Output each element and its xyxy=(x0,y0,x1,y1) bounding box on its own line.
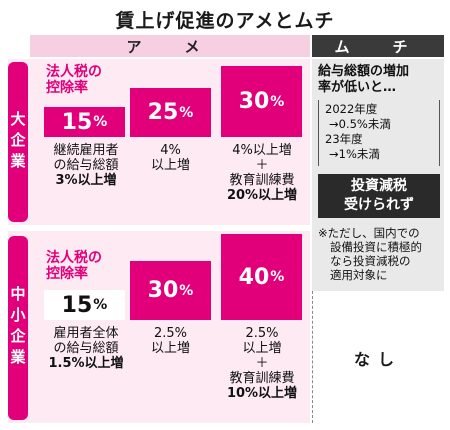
large-company-label: 大企業 xyxy=(8,62,28,222)
small-tier2-rate: 30 xyxy=(147,278,179,303)
muchi-header: ム チ xyxy=(312,35,444,57)
small-tier2-rate-bar: 30% xyxy=(130,261,211,320)
muchi-black-line1: 投資減税 xyxy=(351,178,407,194)
small-tier3-condition: 2.5% 以上増 ＋ 教育訓練費 10%以上増 xyxy=(214,326,310,401)
small-tier3-cond-line: 教育訓練費 xyxy=(229,371,295,386)
large-tier2-rate-bar: 25% xyxy=(130,88,211,137)
muchi-dashed-divider xyxy=(312,291,313,423)
muchi-heading-line2: 率が低いと… xyxy=(318,80,397,95)
small-tier3-rate-bar: 40% xyxy=(221,234,302,320)
large-tier1-cond-line: の給与総額 xyxy=(53,158,119,173)
muchi-note-line: 適用対象に xyxy=(330,268,388,282)
no-investment-tax-cut-box: 投資減税 受けられず xyxy=(318,174,440,218)
small-tier3-cond-line: ＋ xyxy=(255,356,269,371)
small-tier2-unit: % xyxy=(179,282,194,299)
small-tier1-unit: % xyxy=(93,297,108,313)
large-tier3-cond-line: ＋ xyxy=(255,158,269,173)
large-tier3-cond-line: 4%以上増 xyxy=(232,143,292,158)
large-tier3-cond-line: 20%以上増 xyxy=(226,188,298,203)
large-rate-label: 法人税の 控除率 xyxy=(46,64,102,96)
small-rate-label: 法人税の 控除率 xyxy=(46,250,102,282)
muchi-note: ※ただし、国内での 設備投資に積極的 なら投資減税の 適用対象に xyxy=(318,226,442,282)
large-tier3-rate-bar: 30% xyxy=(221,66,302,137)
muchi-detail-line: 23年度 xyxy=(325,132,363,146)
muchi-black-line2: 受けられず xyxy=(344,197,414,213)
small-tier1-rate-bar: 15% xyxy=(44,290,125,320)
small-tier3-cond-line: 10%以上増 xyxy=(226,386,298,401)
small-rate-label-line2: 控除率 xyxy=(46,266,88,282)
muchi-small-company-text: なし xyxy=(353,350,402,369)
large-tier2-cond-line: 以上増 xyxy=(150,158,190,173)
muchi-detail-line: →0.5%未満 xyxy=(329,117,391,131)
muchi-note-line: ※ただし、国内での xyxy=(318,226,420,240)
large-tier1-rate: 15 xyxy=(61,109,93,135)
muchi-heading: 給与総額の増加 率が低いと… xyxy=(318,64,440,96)
small-rate-label-line1: 法人税の xyxy=(46,250,102,266)
muchi-heading-line1: 給与総額の増加 xyxy=(318,64,410,79)
ame-header: ア メ xyxy=(30,35,310,57)
large-tier1-cond-line: 継続雇用者 xyxy=(53,143,119,158)
small-tier2-condition: 2.5% 以上増 xyxy=(130,326,211,356)
muchi-threshold-bracket: 2022年度 →0.5%未満 23年度 →1%未満 xyxy=(318,100,440,166)
large-tier3-cond-line: 教育訓練費 xyxy=(229,173,295,188)
small-tier1-cond-line: 1.5%以上増 xyxy=(48,356,124,371)
small-tier3-cond-line: 以上増 xyxy=(242,341,282,356)
large-rate-label-line1: 法人税の xyxy=(46,64,102,80)
small-tier3-rate: 40 xyxy=(238,264,270,290)
muchi-detail-line: →1%未満 xyxy=(329,147,380,161)
small-tier3-unit: % xyxy=(270,269,285,285)
small-tier1-cond-line: 雇用者全体 xyxy=(53,326,119,341)
small-company-label: 中小企業 xyxy=(8,236,28,420)
large-tier2-cond-line: 4% xyxy=(160,143,181,158)
muchi-note-line: 設備投資に積極的 xyxy=(330,240,422,254)
large-tier1-rate-bar: 15% xyxy=(44,107,125,137)
small-tier1-rate: 15 xyxy=(61,292,93,318)
small-tier1-cond-line: の給与総額 xyxy=(53,341,119,356)
muchi-note-line: なら投資減税の xyxy=(330,254,411,268)
page-title: 賃上げ促進のアメとムチ xyxy=(115,10,335,32)
large-tier3-condition: 4%以上増 ＋ 教育訓練費 20%以上増 xyxy=(214,143,310,203)
large-tier1-cond-line: 3%以上増 xyxy=(55,173,117,188)
small-tier3-cond-line: 2.5% xyxy=(245,326,279,341)
small-tier2-cond-line: 2.5% xyxy=(153,326,188,341)
large-tier3-rate: 30 xyxy=(238,89,270,114)
large-tier2-unit: % xyxy=(179,104,194,121)
large-rate-label-line2: 控除率 xyxy=(46,80,88,96)
large-tier1-condition: 継続雇用者 の給与総額 3%以上増 xyxy=(38,143,134,188)
muchi-detail-line: 2022年度 xyxy=(325,102,378,116)
large-tier2-rate: 25 xyxy=(147,100,179,125)
small-tier2-cond-line: 以上増 xyxy=(150,341,190,356)
small-tier1-condition: 雇用者全体 の給与総額 1.5%以上増 xyxy=(38,326,134,371)
large-tier2-condition: 4% 以上増 xyxy=(130,143,211,173)
large-tier3-unit: % xyxy=(270,93,285,110)
large-tier1-unit: % xyxy=(93,114,108,130)
